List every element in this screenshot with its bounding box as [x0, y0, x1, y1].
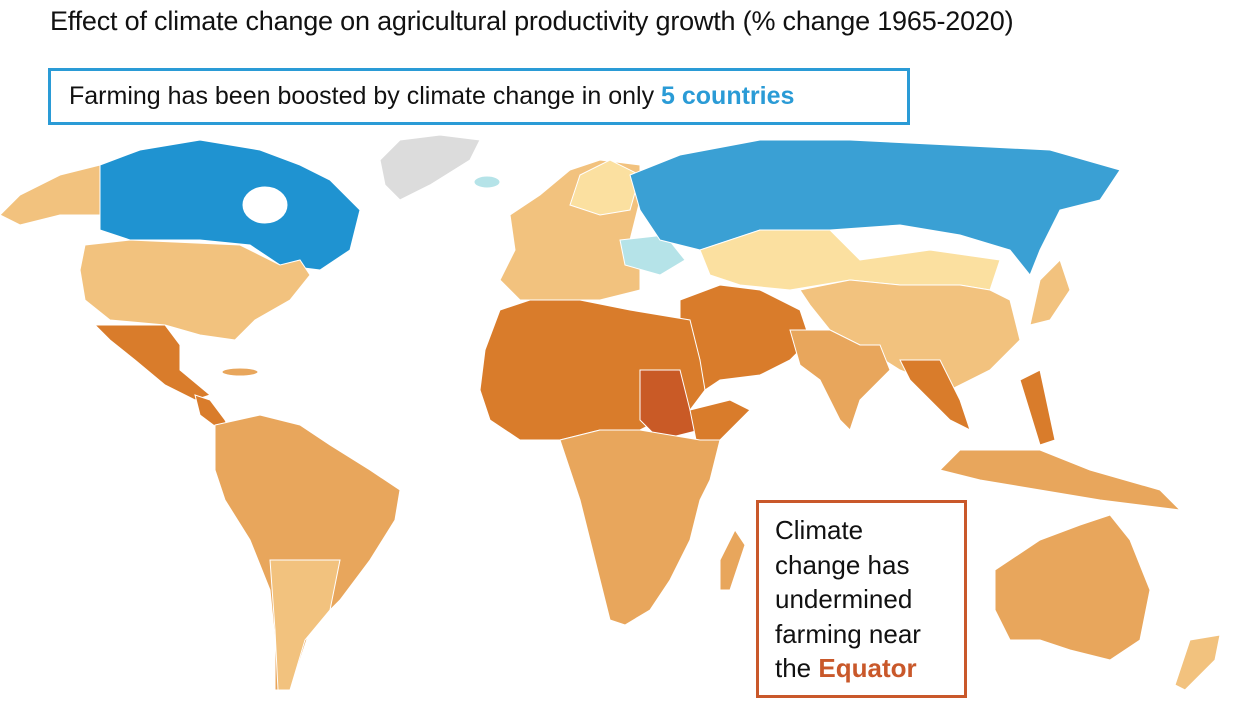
- region-south-america: [214, 414, 401, 691]
- region-southern-cone: [269, 559, 341, 691]
- region-canada: [99, 139, 361, 271]
- callout-undermined-highlight: Equator: [818, 653, 917, 683]
- callout-boosted-text: Farming has been boosted by climate chan…: [69, 82, 662, 110]
- hudson-bay: [242, 186, 288, 224]
- region-greenland: [379, 134, 481, 201]
- region-iceland: [473, 175, 501, 189]
- chart-title: Effect of climate change on agricultural…: [50, 6, 1014, 36]
- callout-boosted-highlight: 5 countries: [661, 82, 795, 110]
- region-usa: [79, 239, 311, 341]
- region-japan: [1029, 259, 1071, 326]
- callout-undermined: Climate change has undermined farming ne…: [756, 500, 967, 698]
- region-india: [789, 329, 891, 431]
- region-southeast-asia: [899, 359, 971, 431]
- callout-line: undermined: [775, 584, 913, 614]
- region-caribbean: [221, 367, 259, 377]
- region-new-zealand: [1174, 634, 1221, 691]
- region-sub-saharan-africa: [559, 429, 721, 626]
- callout-line-prefix: the: [775, 653, 819, 683]
- region-philippines: [1019, 369, 1056, 446]
- callout-line: change has: [775, 549, 910, 580]
- region-australia: [994, 514, 1151, 661]
- region-mexico: [93, 324, 212, 401]
- callout-line: the Equator: [775, 651, 964, 686]
- region-indonesia: [939, 449, 1182, 511]
- region-madagascar: [719, 529, 746, 591]
- callout-line: farming near: [775, 618, 921, 649]
- callout-line: Climate: [775, 515, 864, 545]
- callout-boosted: Farming has been boosted by climate chan…: [48, 68, 910, 125]
